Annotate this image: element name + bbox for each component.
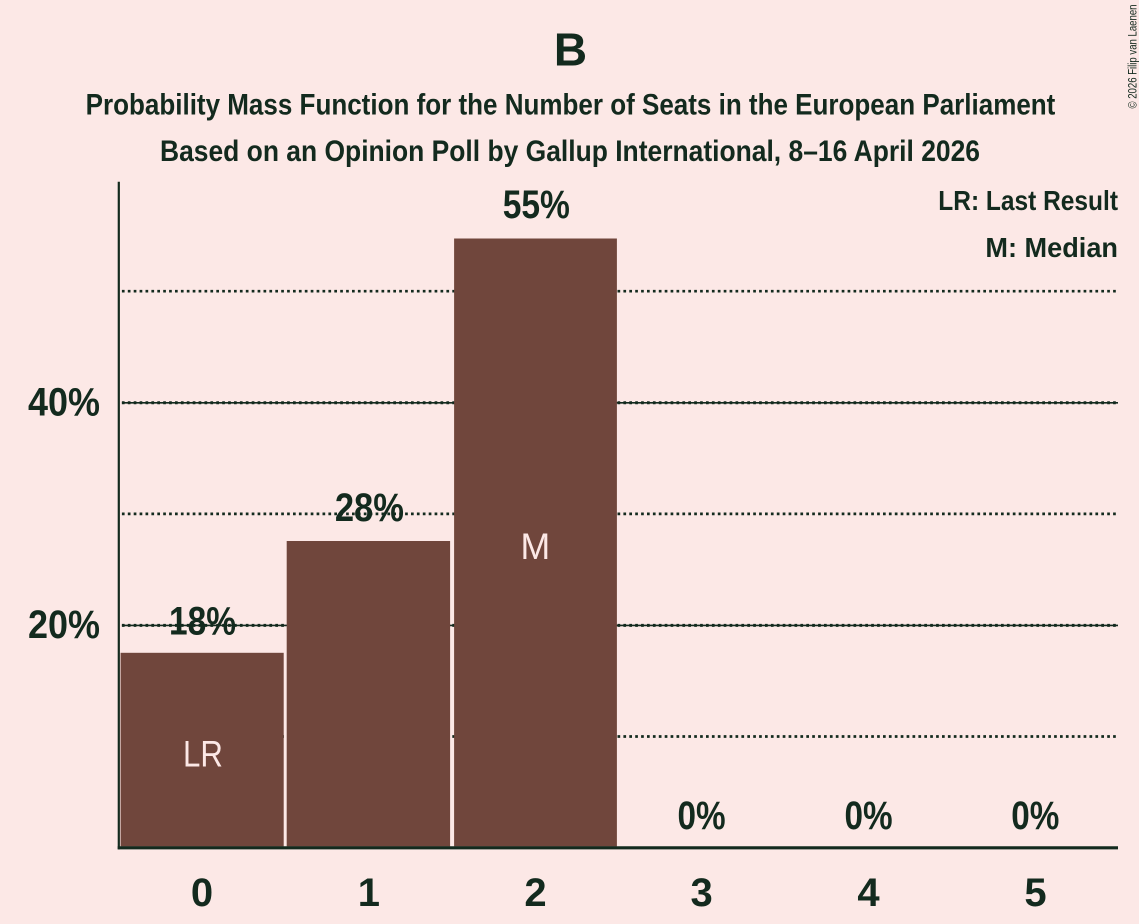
svg-text:LR: LR xyxy=(183,734,223,775)
svg-text:0%: 0% xyxy=(1011,794,1059,838)
svg-text:28%: 28% xyxy=(335,486,404,530)
svg-text:5: 5 xyxy=(1024,871,1046,915)
svg-text:0%: 0% xyxy=(678,794,726,838)
svg-text:Probability Mass Function for: Probability Mass Function for the Number… xyxy=(86,88,1056,121)
svg-text:40%: 40% xyxy=(28,381,100,425)
svg-text:4: 4 xyxy=(857,871,880,915)
svg-text:1: 1 xyxy=(358,871,380,915)
svg-text:55%: 55% xyxy=(503,183,570,227)
svg-text:B: B xyxy=(554,24,587,76)
svg-text:0%: 0% xyxy=(844,794,892,838)
svg-text:18%: 18% xyxy=(169,599,236,643)
svg-text:3: 3 xyxy=(690,871,712,915)
svg-text:Based on an Opinion Poll by Ga: Based on an Opinion Poll by Gallup Inter… xyxy=(160,135,980,168)
svg-text:20%: 20% xyxy=(28,603,100,647)
svg-text:0: 0 xyxy=(191,871,213,915)
svg-text:LR: Last Result: LR: Last Result xyxy=(938,185,1118,216)
svg-text:2: 2 xyxy=(524,871,546,915)
svg-text:M: Median: M: Median xyxy=(985,232,1118,263)
svg-text:M: M xyxy=(521,526,551,567)
svg-text:© 2026 Filip van Laenen: © 2026 Filip van Laenen xyxy=(1128,5,1139,109)
